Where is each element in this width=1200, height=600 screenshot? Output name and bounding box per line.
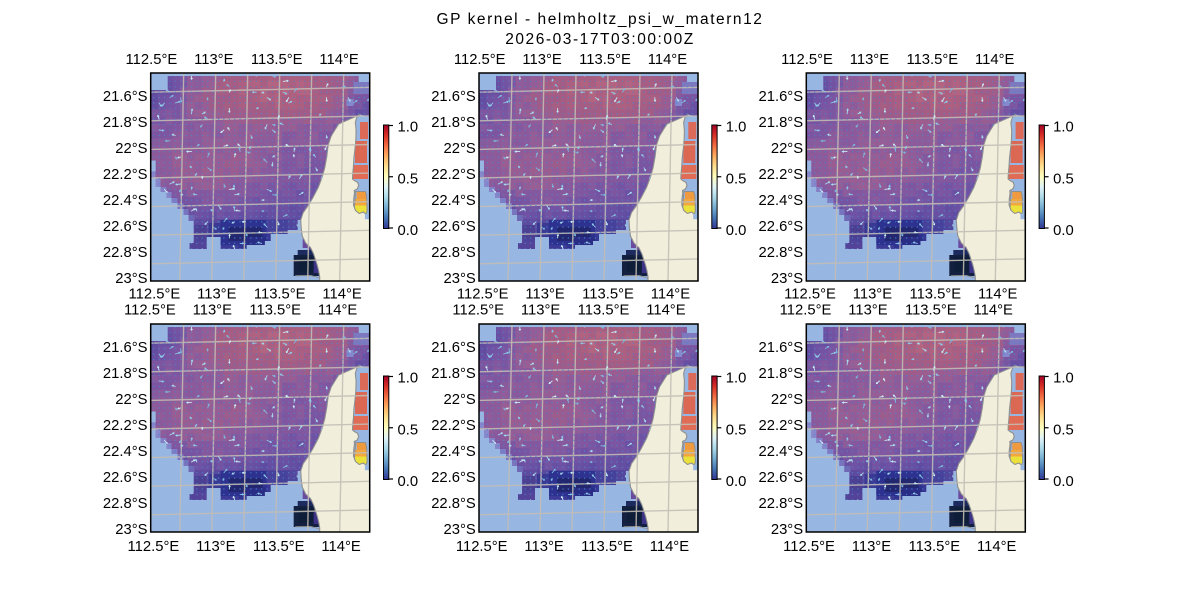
- svg-text:22.6°S: 22.6°S: [759, 470, 804, 486]
- svg-text:113°E: 113°E: [850, 52, 890, 68]
- svg-text:22.4°S: 22.4°S: [103, 193, 148, 209]
- svg-text:22.2°S: 22.2°S: [103, 418, 148, 434]
- svg-text:23°S: 23°S: [771, 271, 803, 287]
- svg-text:22.8°S: 22.8°S: [103, 245, 148, 261]
- svg-text:22°S: 22°S: [771, 141, 803, 157]
- svg-text:21.8°S: 21.8°S: [431, 115, 476, 131]
- svg-text:22.8°S: 22.8°S: [759, 245, 804, 261]
- svg-text:22.6°S: 22.6°S: [103, 219, 148, 235]
- svg-text:113.5°E: 113.5°E: [908, 539, 960, 555]
- svg-text:21.8°S: 21.8°S: [759, 366, 804, 382]
- svg-text:112.5°E: 112.5°E: [129, 287, 181, 303]
- svg-text:112.5°E: 112.5°E: [124, 302, 176, 318]
- svg-text:22.2°S: 22.2°S: [759, 418, 804, 434]
- svg-text:113.5°E: 113.5°E: [253, 539, 305, 555]
- svg-text:22.8°S: 22.8°S: [759, 496, 804, 512]
- svg-text:21.8°S: 21.8°S: [431, 366, 476, 382]
- svg-text:112.5°E: 112.5°E: [780, 302, 832, 318]
- svg-text:112.5°E: 112.5°E: [126, 52, 178, 68]
- svg-text:22°S: 22°S: [115, 141, 147, 157]
- svg-text:113°E: 113°E: [194, 52, 234, 68]
- svg-text:22°S: 22°S: [115, 392, 147, 408]
- svg-text:112.5°E: 112.5°E: [452, 302, 504, 318]
- svg-text:22.4°S: 22.4°S: [431, 193, 476, 209]
- svg-text:22.6°S: 22.6°S: [103, 470, 148, 486]
- svg-text:23°S: 23°S: [771, 522, 803, 538]
- svg-text:113°E: 113°E: [525, 287, 565, 303]
- svg-text:22.2°S: 22.2°S: [431, 167, 476, 183]
- svg-text:21.6°S: 21.6°S: [759, 340, 804, 356]
- svg-text:112.5°E: 112.5°E: [784, 287, 836, 303]
- svg-text:112.5°E: 112.5°E: [783, 539, 835, 555]
- svg-text:21.6°S: 21.6°S: [103, 340, 148, 356]
- svg-text:114°E: 114°E: [977, 539, 1017, 555]
- svg-text:23°S: 23°S: [444, 271, 476, 287]
- svg-text:113.5°E: 113.5°E: [905, 302, 957, 318]
- svg-text:22.4°S: 22.4°S: [431, 444, 476, 460]
- svg-text:113°E: 113°E: [196, 539, 236, 555]
- svg-text:113°E: 113°E: [522, 52, 562, 68]
- svg-text:23°S: 23°S: [444, 522, 476, 538]
- svg-text:23°S: 23°S: [115, 522, 147, 538]
- svg-text:21.8°S: 21.8°S: [103, 115, 148, 131]
- svg-text:113°E: 113°E: [524, 539, 564, 555]
- svg-text:113.5°E: 113.5°E: [906, 52, 958, 68]
- svg-text:113.5°E: 113.5°E: [581, 539, 633, 555]
- svg-text:114°E: 114°E: [319, 52, 359, 68]
- svg-text:113.5°E: 113.5°E: [582, 287, 634, 303]
- svg-text:22.6°S: 22.6°S: [759, 219, 804, 235]
- svg-text:114°E: 114°E: [974, 302, 1014, 318]
- svg-text:22°S: 22°S: [444, 392, 476, 408]
- svg-text:2026-03-17T03:00:00Z: 2026-03-17T03:00:00Z: [505, 31, 695, 48]
- svg-text:113.5°E: 113.5°E: [909, 287, 961, 303]
- svg-text:21.8°S: 21.8°S: [759, 115, 804, 131]
- svg-text:21.8°S: 21.8°S: [103, 366, 148, 382]
- svg-text:114°E: 114°E: [650, 539, 690, 555]
- svg-text:22.8°S: 22.8°S: [431, 496, 476, 512]
- svg-text:113°E: 113°E: [853, 287, 893, 303]
- svg-text:112.5°E: 112.5°E: [454, 52, 506, 68]
- svg-text:112.5°E: 112.5°E: [456, 539, 508, 555]
- svg-text:21.6°S: 21.6°S: [431, 89, 476, 105]
- svg-text:21.6°S: 21.6°S: [103, 89, 148, 105]
- svg-text:113°E: 113°E: [852, 539, 892, 555]
- svg-text:112.5°E: 112.5°E: [457, 287, 509, 303]
- svg-text:112.5°E: 112.5°E: [781, 52, 833, 68]
- svg-text:22.4°S: 22.4°S: [759, 444, 804, 460]
- svg-text:22.4°S: 22.4°S: [103, 444, 148, 460]
- svg-text:113°E: 113°E: [197, 287, 237, 303]
- svg-text:22.4°S: 22.4°S: [759, 193, 804, 209]
- svg-text:21.6°S: 21.6°S: [431, 340, 476, 356]
- svg-text:113.5°E: 113.5°E: [578, 302, 630, 318]
- svg-text:114°E: 114°E: [646, 302, 686, 318]
- svg-text:114°E: 114°E: [975, 52, 1015, 68]
- svg-text:22.8°S: 22.8°S: [431, 245, 476, 261]
- svg-text:22.2°S: 22.2°S: [103, 167, 148, 183]
- svg-text:21.6°S: 21.6°S: [759, 89, 804, 105]
- svg-text:22°S: 22°S: [771, 392, 803, 408]
- svg-text:113°E: 113°E: [521, 302, 561, 318]
- svg-text:112.5°E: 112.5°E: [128, 539, 180, 555]
- svg-text:113°E: 113°E: [848, 302, 888, 318]
- svg-text:113.5°E: 113.5°E: [251, 52, 303, 68]
- svg-text:114°E: 114°E: [318, 302, 358, 318]
- svg-text:22°S: 22°S: [444, 141, 476, 157]
- svg-text:113.5°E: 113.5°E: [579, 52, 631, 68]
- svg-text:114°E: 114°E: [648, 52, 688, 68]
- svg-text:22.2°S: 22.2°S: [431, 418, 476, 434]
- svg-text:114°E: 114°E: [978, 287, 1018, 303]
- svg-text:23°S: 23°S: [115, 271, 147, 287]
- svg-text:114°E: 114°E: [651, 287, 691, 303]
- svg-text:114°E: 114°E: [321, 539, 361, 555]
- svg-text:113.5°E: 113.5°E: [249, 302, 301, 318]
- svg-text:113°E: 113°E: [193, 302, 233, 318]
- svg-text:22.6°S: 22.6°S: [431, 470, 476, 486]
- svg-text:113.5°E: 113.5°E: [254, 287, 306, 303]
- svg-text:GP kernel - helmholtz_psi_w_ma: GP kernel - helmholtz_psi_w_matern12: [437, 11, 764, 28]
- svg-text:22.6°S: 22.6°S: [431, 219, 476, 235]
- svg-text:114°E: 114°E: [322, 287, 362, 303]
- svg-text:22.2°S: 22.2°S: [759, 167, 804, 183]
- svg-text:22.8°S: 22.8°S: [103, 496, 148, 512]
